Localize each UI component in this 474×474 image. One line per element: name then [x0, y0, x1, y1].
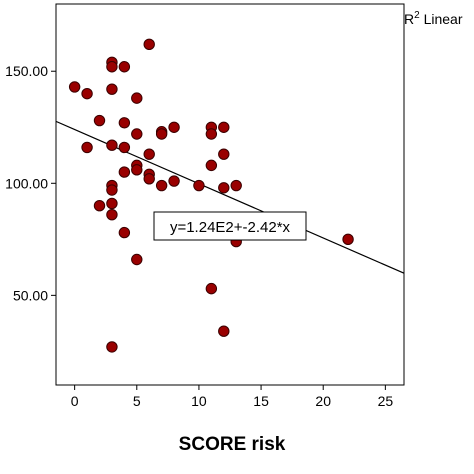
- data-point: [155, 128, 168, 140]
- legend-r: R: [404, 11, 414, 27]
- data-point: [155, 179, 168, 192]
- data-point: [205, 282, 218, 295]
- data-point: [106, 341, 118, 353]
- x-axis-title: SCORE risk: [179, 434, 286, 455]
- x-tick-label: 25: [378, 393, 394, 409]
- plot-frame: [55, 3, 405, 386]
- data-point: [218, 148, 230, 160]
- x-tick-label: 10: [191, 393, 207, 409]
- data-points: [68, 38, 354, 353]
- data-point: [118, 61, 131, 73]
- data-point: [106, 139, 118, 151]
- legend-r2-linear: R2 Linear: [404, 10, 463, 27]
- data-point: [131, 92, 143, 104]
- data-point: [143, 173, 155, 185]
- y-axis: 50.00 100.00 150.00: [5, 63, 56, 303]
- data-point: [193, 179, 205, 192]
- data-point: [342, 233, 354, 246]
- data-point: [218, 325, 230, 337]
- data-point: [118, 226, 131, 239]
- x-tick-label: 20: [315, 393, 331, 409]
- x-tick-label: 5: [133, 393, 141, 409]
- data-point: [205, 159, 218, 172]
- data-point: [118, 141, 131, 154]
- data-point: [106, 208, 118, 221]
- legend-sup: 2: [414, 10, 420, 21]
- y-tick-label: 100.00: [5, 175, 48, 191]
- data-point: [106, 83, 118, 95]
- data-point: [168, 175, 180, 187]
- data-point: [93, 200, 106, 212]
- y-tick-label: 50.00: [13, 287, 48, 303]
- legend-linear: Linear: [420, 11, 463, 27]
- data-point: [168, 121, 180, 133]
- data-point: [143, 38, 155, 51]
- equation-box: [153, 211, 307, 241]
- x-axis: 0 5 10 15 20 25: [71, 385, 394, 409]
- x-tick-label: 15: [253, 393, 269, 409]
- data-point: [131, 164, 143, 176]
- data-point: [93, 114, 106, 127]
- data-point: [68, 81, 81, 93]
- data-point: [106, 197, 118, 210]
- data-point: [81, 87, 93, 100]
- data-point: [131, 128, 143, 140]
- data-point: [118, 166, 131, 178]
- x-tick-label: 0: [71, 393, 79, 409]
- equation-text: y=1.24E2+-2.42*x: [170, 219, 291, 236]
- data-point: [106, 61, 118, 73]
- data-point: [81, 141, 93, 154]
- equation-label: y=1.24E2+-2.42*x: [153, 211, 307, 241]
- data-point: [118, 117, 131, 129]
- data-point: [218, 182, 230, 194]
- data-point: [106, 184, 118, 196]
- y-tick-label: 150.00: [5, 63, 48, 79]
- data-point: [143, 148, 155, 160]
- data-point: [205, 128, 218, 140]
- data-point: [131, 253, 143, 266]
- data-point: [218, 121, 230, 133]
- data-point: [230, 179, 242, 192]
